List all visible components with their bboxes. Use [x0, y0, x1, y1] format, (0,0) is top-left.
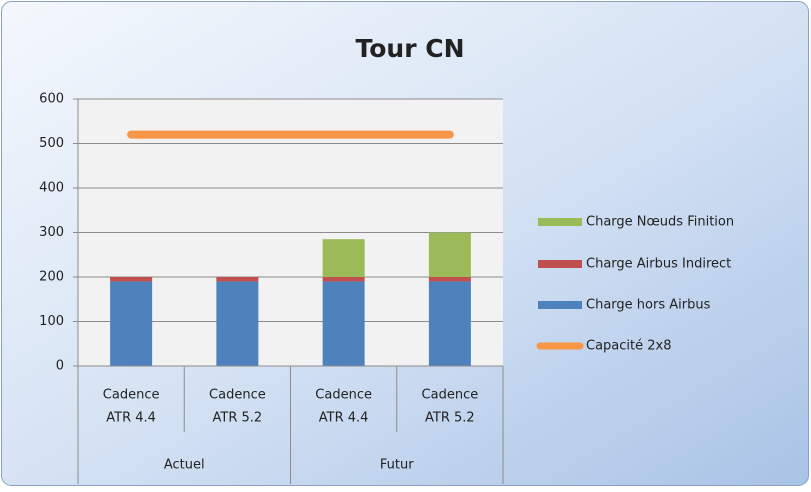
legend-swatch	[538, 218, 582, 226]
y-tick-label: 0	[56, 359, 64, 374]
bar-segment	[428, 277, 471, 282]
x-tick-label: ATR 5.2	[425, 411, 475, 426]
y-tick-label: 400	[39, 181, 64, 196]
x-tick-label: Cadence	[422, 388, 479, 403]
bar-segment	[322, 281, 365, 366]
bar-segment	[110, 277, 153, 282]
y-tick-label: 200	[39, 270, 64, 285]
y-tick-label: 500	[39, 136, 64, 151]
x-tick-label: Cadence	[103, 388, 160, 403]
bar-segment	[322, 277, 365, 282]
legend-label: Charge Nœuds Finition	[586, 215, 734, 230]
bar-segment	[216, 281, 259, 366]
chart-title: Tour CN	[355, 34, 464, 63]
bar-segment	[216, 277, 259, 282]
x-tick-label: ATR 5.2	[213, 411, 263, 426]
x-tick-label: ATR 4.4	[319, 411, 369, 426]
bar-segment	[110, 281, 153, 366]
group-label: Actuel	[164, 458, 205, 473]
y-tick-label: 300	[39, 225, 64, 240]
x-tick-label: Cadence	[209, 388, 266, 403]
legend-label: Charge hors Airbus	[586, 298, 711, 313]
y-tick-label: 100	[39, 314, 64, 329]
bar-segment	[428, 232, 471, 277]
x-tick-label: Cadence	[315, 388, 372, 403]
group-label: Futur	[380, 458, 414, 473]
x-tick-label: ATR 4.4	[106, 411, 156, 426]
legend-swatch	[538, 301, 582, 309]
bar-segment	[322, 239, 365, 277]
legend-swatch	[538, 260, 582, 268]
legend-label: Capacité 2x8	[586, 339, 671, 354]
y-tick-label: 600	[39, 92, 64, 107]
legend-label: Charge Airbus Indirect	[586, 257, 731, 272]
bar-segment	[428, 281, 471, 366]
